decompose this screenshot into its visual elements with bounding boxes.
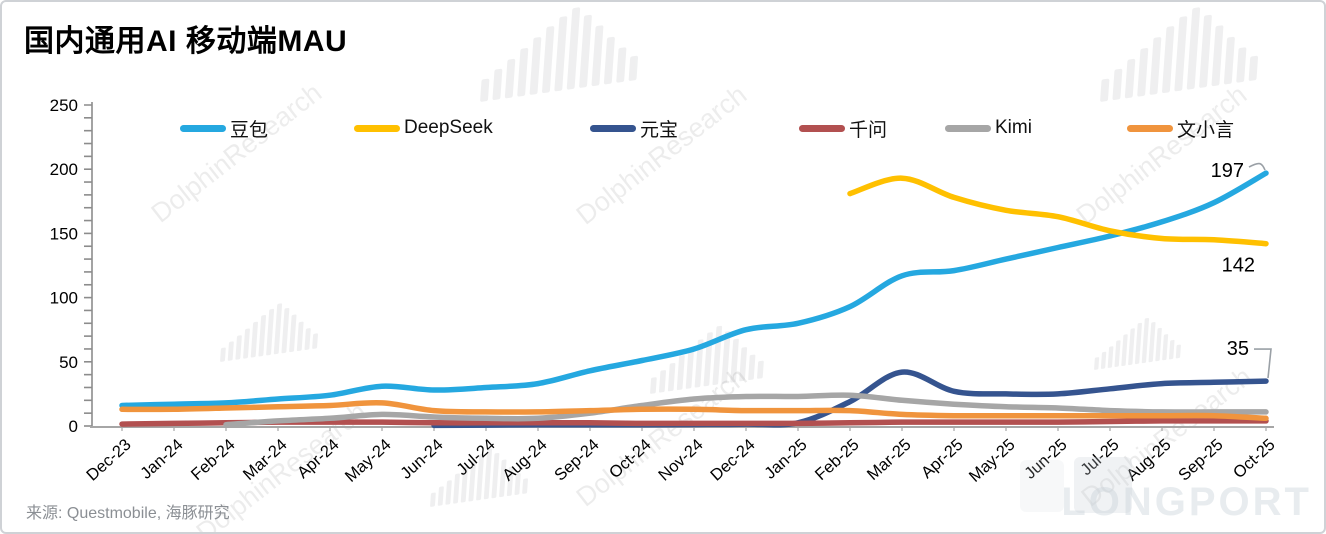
data-label: 142 xyxy=(1222,255,1255,277)
legend-item: 豆包 xyxy=(180,118,268,141)
series-line-1 xyxy=(847,175,1269,247)
svg-text:Apr-25: Apr-25 xyxy=(918,436,967,483)
series-line-4 xyxy=(223,392,1269,428)
legend-swatch-icon xyxy=(590,124,636,132)
legend-swatch-icon xyxy=(180,124,226,132)
svg-text:0: 0 xyxy=(69,417,78,436)
watermark-fin-logo xyxy=(430,448,528,507)
svg-text:May-24: May-24 xyxy=(342,436,395,486)
legend-swatch-icon xyxy=(354,124,400,132)
series-line-0 xyxy=(119,170,1269,409)
diagonal-watermark: DolphinResearch xyxy=(571,79,753,230)
legend-label: 千问 xyxy=(849,119,888,141)
svg-text:Jan-24: Jan-24 xyxy=(137,436,187,483)
data-label: 197 xyxy=(1211,160,1244,182)
longport-logo-bubble xyxy=(1074,457,1132,513)
y-axis xyxy=(84,102,93,427)
legend-label: 文小言 xyxy=(1177,119,1235,141)
watermark-fin-logo xyxy=(1094,317,1181,370)
legend-item: 文小言 xyxy=(1127,118,1234,141)
legend-item: 元宝 xyxy=(590,118,678,141)
svg-text:Feb-25: Feb-25 xyxy=(812,436,863,484)
longport-logo-block xyxy=(1020,460,1064,512)
legend-swatch-icon xyxy=(945,124,991,132)
y-tick-labels: 0 50 100 150 200 250 xyxy=(50,96,78,436)
diagonal-watermark: DolphinResearch xyxy=(1071,79,1253,230)
annotations: 197 142 35 xyxy=(1211,160,1272,379)
series-line-5 xyxy=(119,399,1269,422)
legend-label: DeepSeek xyxy=(404,117,493,138)
svg-text:200: 200 xyxy=(50,160,78,179)
source-note: 来源: Questmobile, 海豚研究 xyxy=(26,505,230,522)
legend-swatch-icon xyxy=(1127,124,1173,132)
watermark-fin-logo xyxy=(1100,7,1259,102)
svg-text:50: 50 xyxy=(59,353,78,372)
watermark-fin-logo xyxy=(480,7,639,102)
watermark-fin-logo xyxy=(220,303,318,362)
svg-text:May-25: May-25 xyxy=(966,436,1019,486)
legend-item: 千问 xyxy=(799,118,887,141)
longport-watermark: LONGPORT xyxy=(1061,480,1312,524)
series-line-3 xyxy=(119,418,1269,427)
legend-label: 豆包 xyxy=(230,119,269,141)
svg-text:Dec-23: Dec-23 xyxy=(83,436,135,485)
data-label: 35 xyxy=(1227,338,1249,360)
svg-text:250: 250 xyxy=(50,96,78,115)
diagonal-watermark: DolphinResearch xyxy=(146,77,328,228)
svg-text:Dec-24: Dec-24 xyxy=(707,436,759,485)
legend-label: Kimi xyxy=(995,117,1032,138)
svg-text:100: 100 xyxy=(50,289,78,308)
legend-item: Kimi xyxy=(945,117,1032,138)
svg-text:Feb-24: Feb-24 xyxy=(188,436,239,484)
watermark-fin-logo xyxy=(650,325,764,394)
chart-title: 国内通用AI 移动端MAU xyxy=(24,25,348,58)
legend-swatch-icon xyxy=(799,124,845,132)
legend-item: DeepSeek xyxy=(354,117,493,138)
svg-text:Oct-25: Oct-25 xyxy=(1230,436,1279,483)
svg-text:Jul-24: Jul-24 xyxy=(453,436,498,479)
svg-text:150: 150 xyxy=(50,224,78,243)
svg-text:Aug-24: Aug-24 xyxy=(499,436,551,485)
legend-label: 元宝 xyxy=(640,119,679,141)
svg-text:Mar-25: Mar-25 xyxy=(864,436,915,484)
svg-text:Jan-25: Jan-25 xyxy=(761,436,811,483)
svg-text:Jun-24: Jun-24 xyxy=(397,436,447,483)
